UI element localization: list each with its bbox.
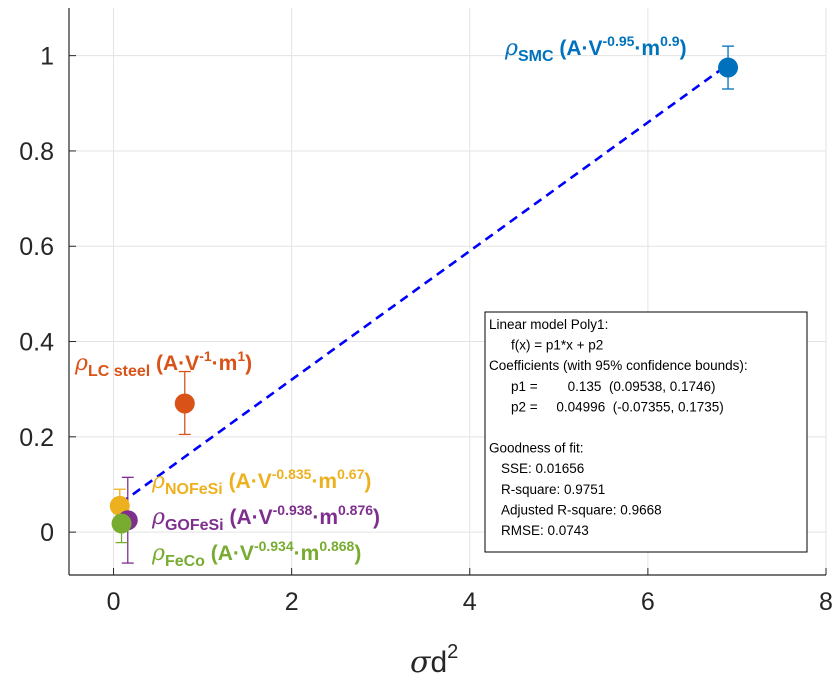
fit-box-line: f(x) = p1*x + p2 [511, 338, 603, 353]
y-tick-label: 0.6 [19, 233, 54, 261]
fit-box-line: p1 = 0.135 (0.09538, 0.1746) [511, 379, 716, 394]
fit-box-line: Linear model Poly1: [489, 317, 608, 332]
data-point-smc [718, 57, 739, 78]
y-tick-label: 0.2 [19, 424, 54, 452]
fit-summary-box: Linear model Poly1: f(x) = p1*x + p2 Coeff… [484, 311, 808, 553]
fit-box-line: Coefficients (with 95% confidence bounds… [489, 358, 748, 373]
y-tick-label: 0 [40, 519, 54, 547]
x-tick-label: 8 [819, 588, 833, 616]
label-smc: ρSMC (A·V-0.95·m0.9) [504, 33, 687, 65]
fit-box-line: RMSE: 0.0743 [501, 523, 589, 538]
data-point-feco [111, 513, 132, 534]
fit-box-line: Adjusted R-square: 0.9668 [501, 502, 662, 517]
fit-box-line: Goodness of fit: [489, 441, 584, 456]
fit-line [119, 63, 729, 505]
axes [68, 8, 827, 576]
fit-box-line: SSE: 0.01656 [501, 461, 584, 476]
x-axis-label: σd2 [410, 641, 458, 680]
fit-box-line: p2 = 0.04996 (-0.07355, 0.1735) [511, 399, 724, 414]
point-labels: ρLC steel (A·V-1·m1) ρSMC (A·V-0.95·m0.9)… [74, 33, 687, 570]
y-tick-label: 0.4 [19, 329, 54, 357]
label-lc: ρLC steel (A·V-1·m1) [74, 348, 252, 380]
x-tick-label: 6 [641, 588, 655, 616]
label-gofesi: ρGOFeSi (A·V-0.938·m0.876) [151, 502, 380, 534]
label-feco: ρFeCo (A·V-0.934·m0.868) [151, 538, 361, 570]
x-tick-label: 2 [285, 588, 299, 616]
tick-labels: 0 2 4 6 8 0 0.2 0.4 0.6 0.8 1 [19, 43, 833, 616]
label-nofesi: ρNOFeSi (A·V-0.835·m0.67) [151, 466, 371, 498]
y-tick-label: 0.8 [19, 138, 54, 166]
fit-line-group [119, 63, 729, 505]
y-tick-label: 1 [40, 43, 54, 71]
grid [69, 8, 827, 575]
fit-box-line: R-square: 0.9751 [501, 482, 605, 497]
data-points [109, 57, 739, 534]
x-tick-label: 0 [107, 588, 121, 616]
x-tick-label: 4 [463, 588, 477, 616]
data-point-lc [174, 393, 195, 414]
fit-box-frame [484, 311, 808, 553]
